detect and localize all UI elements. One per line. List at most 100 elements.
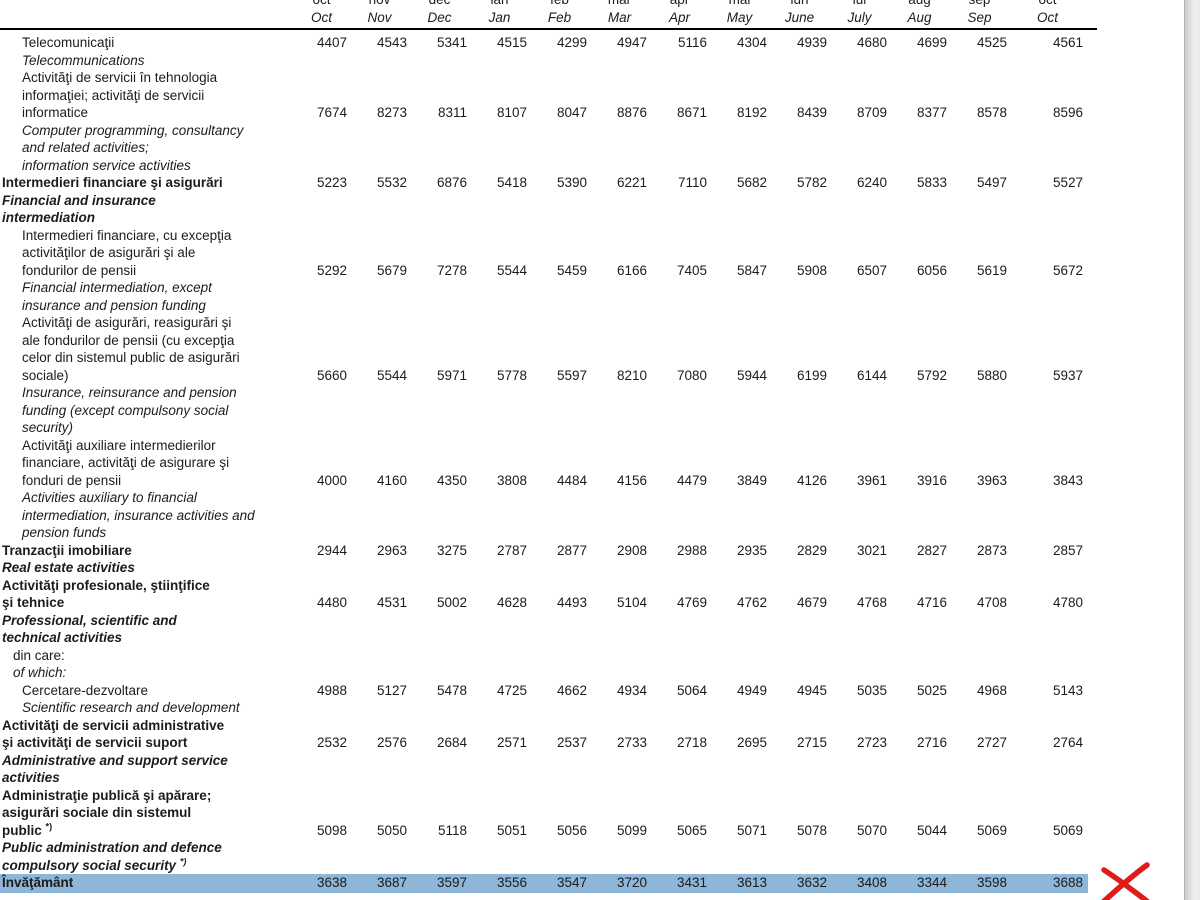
month-label-en: Apr bbox=[668, 9, 690, 25]
value-cell: 4968 bbox=[976, 682, 1007, 698]
value-cell: 8107 bbox=[496, 105, 527, 120]
month-label-en: July bbox=[847, 9, 872, 25]
value-cell: 2944 bbox=[316, 542, 347, 558]
month-label-en: May bbox=[726, 9, 753, 25]
value-cell: 3688 bbox=[1052, 875, 1083, 890]
value-cell: 4680 bbox=[856, 35, 887, 50]
value-cell: 4525 bbox=[976, 35, 1007, 50]
value-cell: 4716 bbox=[916, 595, 947, 610]
value-cell: 6056 bbox=[916, 262, 947, 278]
value-line: informatice 7674 8273 8311 8107 8047 8876 8671 8… bbox=[0, 104, 1088, 122]
value-cell: 6507 bbox=[856, 262, 887, 278]
row-label-en: Insurance, reinsurance and pension bbox=[22, 385, 237, 400]
row-label-ro: Cercetare-dezvoltare bbox=[22, 682, 149, 698]
row-label-en: of which: bbox=[13, 665, 67, 680]
table-row: Intermedieri financiare, cu excepţia acti… bbox=[0, 227, 1185, 315]
row-label-ro: Activităţi auxiliare intermedierilor bbox=[22, 437, 216, 453]
row-label-en: security) bbox=[22, 420, 74, 435]
value-cell: 5078 bbox=[796, 822, 827, 838]
table-row: Cercetare-dezvoltare 4988 5127 5478 4725 4662… bbox=[0, 682, 1185, 717]
value-cell: 7405 bbox=[676, 262, 707, 278]
value-line: sociale) 5660 5544 5971 5778 5597 8210 7080 5944… bbox=[0, 367, 1088, 385]
row-label-ro: Învăţământ bbox=[2, 875, 74, 890]
value-cell: 7110 bbox=[677, 175, 707, 190]
value-cell: 4479 bbox=[676, 472, 707, 488]
month-label-en: Oct bbox=[310, 9, 332, 25]
row-label-ro: celor din sistemul public de asigurări bbox=[22, 350, 240, 365]
row-label-en: Activities auxiliary to financial bbox=[22, 490, 197, 505]
value-cell: 5069 bbox=[976, 822, 1007, 838]
stub-header bbox=[0, 9, 296, 27]
value-cell: 8578 bbox=[976, 105, 1007, 120]
value-cell: 2935 bbox=[736, 542, 767, 558]
value-cell: 3963 bbox=[976, 472, 1007, 488]
table-header: octnovdecianfebmaraprmaiiuniulaugsepoct … bbox=[0, 0, 1185, 26]
page-edge-strip bbox=[1184, 0, 1200, 900]
value-cell: 3547 bbox=[556, 875, 587, 890]
value-cell: 7278 bbox=[436, 262, 467, 278]
row-label-en: technical activities bbox=[2, 630, 123, 645]
month-row-en: Oct Nov Dec Jan Feb Mar Apr May June July Aug Sep Oc… bbox=[0, 9, 1088, 27]
row-label-en: Professional, scientific and bbox=[2, 612, 177, 628]
value-cell: 2873 bbox=[976, 542, 1007, 558]
row-label-en: Financial and insurance bbox=[2, 192, 156, 208]
row-label-ro: şi activităţi de servicii suport bbox=[2, 735, 188, 750]
value-cell: 5532 bbox=[376, 175, 407, 190]
value-cell: 2877 bbox=[556, 542, 587, 558]
stub-header bbox=[0, 0, 296, 9]
month-label-ro: apr bbox=[652, 0, 712, 9]
row-label-ro: Intermedieri financiare, cu excepţia bbox=[22, 227, 232, 243]
value-cell: 4699 bbox=[916, 35, 947, 50]
value-cell: 5847 bbox=[736, 262, 767, 278]
value-cell: 4480 bbox=[316, 595, 347, 610]
value-cell: 3916 bbox=[916, 472, 947, 488]
value-cell: 2537 bbox=[556, 735, 587, 750]
month-label-ro: feb bbox=[532, 0, 592, 9]
table-row: Tranzacţii imobiliare 2944 2963 3275 2787 287… bbox=[0, 542, 1185, 577]
month-label-ro: ian bbox=[472, 0, 532, 9]
value-cell: 4988 bbox=[316, 682, 347, 698]
value-cell: 5544 bbox=[376, 367, 407, 383]
value-cell: 5064 bbox=[676, 682, 707, 698]
value-cell: 8377 bbox=[916, 105, 947, 120]
value-cell: 5050 bbox=[376, 822, 407, 838]
value-line: din care: bbox=[0, 647, 1088, 665]
value-cell: 4156 bbox=[616, 472, 647, 488]
month-label-ro: mar bbox=[592, 0, 652, 9]
value-cell: 5099 bbox=[616, 822, 647, 838]
value-cell: 5116 bbox=[677, 35, 707, 50]
value-cell: 5459 bbox=[556, 262, 587, 278]
value-cell: 4160 bbox=[376, 472, 407, 488]
table-row: Activităţi profesionale, ştiinţifice şi t… bbox=[0, 577, 1185, 647]
row-label-en: insurance and pension funding bbox=[22, 297, 206, 313]
row-label-en: pension funds bbox=[22, 525, 107, 540]
value-cell: 5682 bbox=[736, 175, 767, 190]
month-label-ro: oct bbox=[1012, 0, 1088, 9]
value-cell: 4515 bbox=[496, 35, 527, 50]
value-cell: 6876 bbox=[436, 175, 467, 190]
value-line: fonduri de pensii 4000 4160 4350 3808 4484 415… bbox=[0, 472, 1088, 490]
value-cell: 3597 bbox=[436, 875, 467, 890]
value-cell: 5944 bbox=[736, 367, 767, 383]
value-cell: 5660 bbox=[316, 367, 347, 383]
value-cell: 4769 bbox=[676, 595, 707, 610]
value-cell: 5143 bbox=[1052, 682, 1083, 698]
value-line: fondurilor de pensii 5292 5679 7278 5544 5459… bbox=[0, 262, 1088, 280]
month-label-ro: oct bbox=[296, 0, 352, 9]
value-cell: 8596 bbox=[1052, 105, 1083, 120]
table-row: Activităţi de servicii în tehnologia info… bbox=[0, 69, 1185, 174]
month-label-ro: iun bbox=[772, 0, 832, 9]
value-cell: 2715 bbox=[796, 735, 827, 750]
value-cell: 8047 bbox=[556, 105, 587, 120]
table-row: Activităţi de servicii administrative şi … bbox=[0, 717, 1185, 787]
value-cell: 8439 bbox=[796, 105, 827, 120]
value-cell: 5544 bbox=[496, 262, 527, 278]
value-cell: 4679 bbox=[796, 595, 827, 610]
value-cell: 5035 bbox=[856, 682, 887, 698]
value-cell: 5597 bbox=[556, 367, 587, 383]
value-cell: 5069 bbox=[1052, 822, 1083, 838]
value-cell: 4628 bbox=[496, 595, 527, 610]
row-label-en: compulsory social security *) bbox=[2, 856, 187, 873]
value-cell: 4531 bbox=[376, 595, 407, 610]
value-cell: 4725 bbox=[496, 682, 527, 698]
